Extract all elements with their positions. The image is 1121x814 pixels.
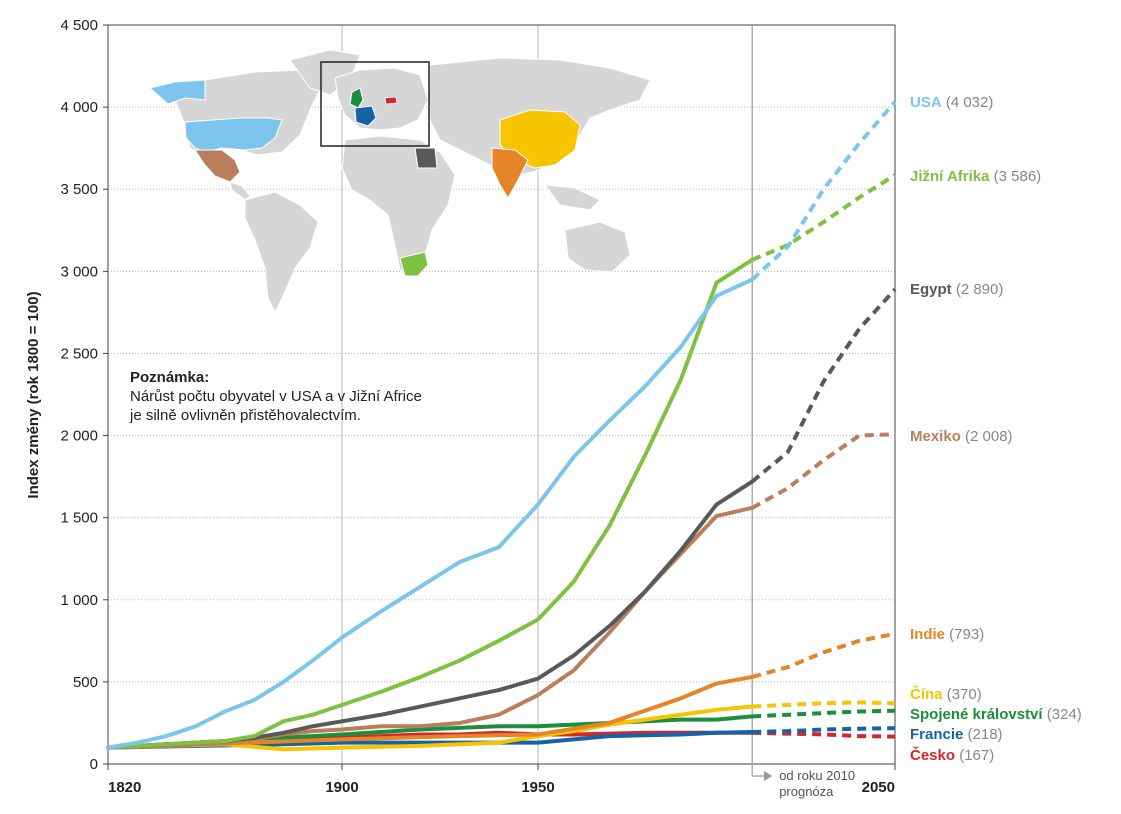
series-line-usa bbox=[106, 277, 755, 750]
y-axis-ticks: 0 500 1 000 1 500 2 000 2 500 3 000 3 500 4 000 4… bbox=[60, 17, 108, 773]
series-forecast-cina bbox=[752, 700, 896, 709]
legend-entry: Česko (167) bbox=[910, 746, 994, 764]
forecast-label-1: od roku 2010 bbox=[779, 768, 855, 783]
note-line-1: Nárůst počtu obyvatel v USA a v Jižní Af… bbox=[130, 388, 422, 405]
legend-series-value: (2 890) bbox=[952, 281, 1004, 298]
y-tick-label: 2 000 bbox=[60, 428, 98, 445]
legend-series-name: Jižní Afrika bbox=[910, 168, 990, 185]
x-tick-label: 1900 bbox=[325, 779, 358, 796]
legend-entry: Francie (218) bbox=[910, 726, 1003, 743]
legend-series-name: Egypt bbox=[910, 281, 952, 298]
legend-entry: USA (4 032) bbox=[910, 94, 993, 111]
series-forecast-spojene-kralovstvi bbox=[752, 708, 896, 719]
legend-series-value: (3 586) bbox=[989, 168, 1041, 185]
series-forecast-usa bbox=[750, 100, 897, 282]
note-box: Poznámka: Nárůst počtu obyvatel v USA a … bbox=[129, 369, 422, 424]
x-tick-label: 1820 bbox=[108, 779, 141, 796]
alaska-shape bbox=[148, 79, 206, 105]
y-tick-label: 2 500 bbox=[60, 345, 98, 362]
legend-series-name: Mexiko bbox=[910, 428, 961, 445]
europe-inset-frame bbox=[320, 61, 430, 147]
x-tick-label: 2050 bbox=[862, 779, 895, 796]
legend-series-name: Čína bbox=[910, 685, 943, 703]
y-tick-label: 3 000 bbox=[60, 263, 98, 280]
y-axis-label: Index změny (rok 1800 = 100) bbox=[25, 291, 42, 498]
series-line-mexiko bbox=[106, 505, 755, 750]
legend-series-name: USA bbox=[910, 94, 942, 111]
y-tick-label: 500 bbox=[73, 674, 98, 691]
forecast-arrow-head bbox=[764, 771, 773, 781]
legend-entry: Spojené království (324) bbox=[910, 706, 1082, 723]
y-tick-label: 0 bbox=[90, 756, 98, 773]
y-tick-label: 4 000 bbox=[60, 99, 98, 116]
legend-series-name: Spojené království bbox=[910, 706, 1043, 723]
series-forecast-jizni-afrika bbox=[751, 173, 897, 262]
legend-entry: Čína (370) bbox=[910, 685, 982, 703]
series-forecast-francie bbox=[752, 726, 896, 734]
legend-series-value: (2 008) bbox=[961, 428, 1013, 445]
series-forecast-indie bbox=[751, 631, 896, 679]
plot-frame bbox=[107, 24, 896, 765]
legend-series-value: (167) bbox=[955, 747, 994, 764]
legend-series-value: (793) bbox=[945, 626, 984, 643]
series-line-spojene-kralovstvi bbox=[106, 714, 755, 750]
note-title: Poznámka: bbox=[130, 369, 209, 386]
legend-series-name: Česko bbox=[910, 746, 955, 764]
legend-entry: Mexiko (2 008) bbox=[910, 428, 1013, 445]
forecast-label-2: prognóza bbox=[779, 784, 834, 799]
world-map-inset bbox=[148, 49, 651, 314]
legend: USA (4 032) Jižní Afrika (3 586) Egypt (2 … bbox=[910, 94, 1082, 764]
series-line-jizni-afrika bbox=[106, 257, 755, 750]
series-forecast-egypt bbox=[750, 288, 897, 484]
legend-series-value: (370) bbox=[943, 686, 982, 703]
y-tick-label: 1 500 bbox=[60, 510, 98, 527]
y-tick-label: 3 500 bbox=[60, 181, 98, 198]
series-line-indie bbox=[106, 674, 755, 750]
legend-series-name: Indie bbox=[910, 626, 945, 643]
legend-series-value: (218) bbox=[963, 726, 1002, 743]
india-shape bbox=[491, 147, 529, 199]
usa-shape bbox=[184, 117, 283, 153]
egypt-shape bbox=[414, 147, 438, 169]
legend-series-value: (324) bbox=[1043, 706, 1082, 723]
uk-shape bbox=[349, 87, 364, 109]
legend-entry: Jižní Afrika (3 586) bbox=[910, 168, 1041, 185]
series-lines bbox=[106, 100, 897, 752]
legend-entry: Indie (793) bbox=[910, 626, 984, 643]
legend-series-value: (4 032) bbox=[942, 94, 994, 111]
south-africa-shape bbox=[399, 251, 429, 277]
czechia-shape bbox=[384, 96, 398, 105]
series-line-francie bbox=[106, 729, 755, 750]
y-tick-label: 1 000 bbox=[60, 592, 98, 609]
note-line-2: je silně ovlivněn přistěhovalectvím. bbox=[129, 407, 361, 424]
legend-series-name: Francie bbox=[910, 726, 963, 743]
legend-entry: Egypt (2 890) bbox=[910, 281, 1003, 298]
x-axis-ticks: 1820 1900 1950 2050 bbox=[107, 764, 896, 796]
mexico-shape bbox=[194, 149, 241, 183]
x-tick-label: 1950 bbox=[521, 779, 554, 796]
france-shape bbox=[354, 105, 377, 127]
y-tick-label: 4 500 bbox=[60, 17, 98, 34]
series-forecast-mexiko bbox=[751, 432, 896, 510]
